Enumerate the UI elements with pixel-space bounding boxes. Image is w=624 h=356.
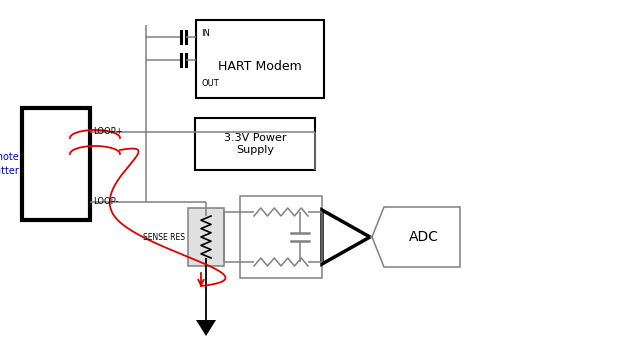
Text: SENSE RES: SENSE RES xyxy=(143,232,185,241)
Bar xyxy=(22,108,90,220)
Text: IN: IN xyxy=(201,28,210,37)
Bar xyxy=(188,208,224,266)
Bar xyxy=(240,196,322,278)
Text: OUT: OUT xyxy=(201,79,219,88)
Text: ADC: ADC xyxy=(409,230,439,244)
Bar xyxy=(195,118,315,170)
Polygon shape xyxy=(322,210,370,264)
Polygon shape xyxy=(196,320,216,336)
Text: HART Modem: HART Modem xyxy=(218,61,302,73)
Polygon shape xyxy=(372,207,460,267)
Bar xyxy=(196,20,324,98)
Text: 3.3V Power
Supply: 3.3V Power Supply xyxy=(224,133,286,155)
Text: LOOP-: LOOP- xyxy=(93,198,119,206)
Text: Remote
Transmitter: Remote Transmitter xyxy=(0,152,19,176)
Text: LOOP+: LOOP+ xyxy=(93,127,123,136)
